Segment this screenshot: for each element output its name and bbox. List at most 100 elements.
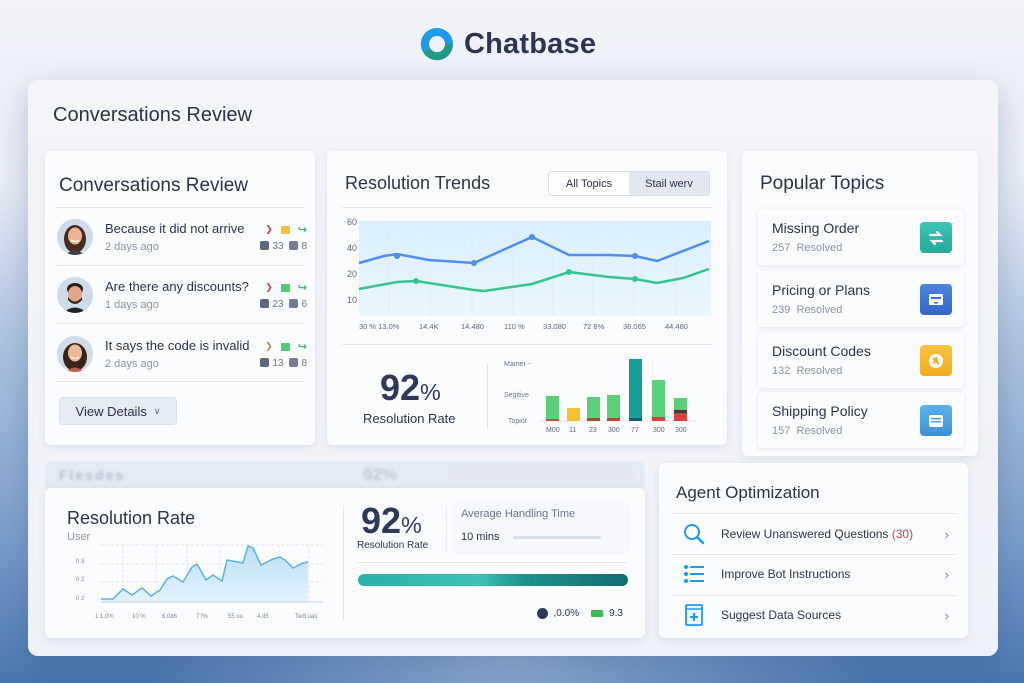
conversation-item[interactable]: Because it did not arrive 2 days ago ❯ ↪… bbox=[57, 217, 307, 269]
conversation-item[interactable]: It says the code is invalid 2 days ago ❯… bbox=[57, 334, 307, 386]
document-icon bbox=[920, 405, 952, 436]
filter-all-topics[interactable]: All Topics bbox=[549, 172, 629, 195]
ghost-value: 92% bbox=[363, 465, 398, 484]
pin-icon: ↪ bbox=[297, 282, 307, 294]
count-value: 239 bbox=[772, 304, 791, 316]
chevron-down-icon: ❯ bbox=[265, 341, 273, 351]
divider bbox=[671, 554, 956, 555]
message-icon bbox=[260, 241, 270, 250]
ghost-box bbox=[450, 466, 635, 484]
conversation-message: Because it did not arrive bbox=[105, 221, 245, 236]
agent-item-label: Review Unanswered Questions (30) bbox=[721, 527, 945, 541]
bar-x-label: 11 bbox=[569, 427, 576, 434]
globe-icon bbox=[536, 608, 548, 619]
chevron-down-icon: ∨ bbox=[153, 405, 161, 416]
pin-icon: ↪ bbox=[297, 224, 307, 236]
count-status: Resolved bbox=[796, 425, 843, 437]
conversation-message: Are there any discounts? bbox=[105, 279, 249, 294]
bar-x-label: 77 bbox=[631, 427, 639, 434]
topic-item-missing-order[interactable]: Missing Order 257 Resolved bbox=[758, 209, 964, 265]
topic-item-discount-codes[interactable]: Discount Codes 132 Resolved bbox=[758, 332, 964, 388]
divider bbox=[342, 207, 712, 208]
x-tick: 6.086 bbox=[162, 614, 178, 620]
conversation-time: 1 days ago bbox=[105, 299, 159, 311]
popular-topics-title: Popular Topics bbox=[760, 173, 885, 194]
y-tick: 60 bbox=[347, 217, 357, 227]
avatar bbox=[57, 277, 93, 313]
topic-count: 239 Resolved bbox=[772, 304, 842, 316]
bar-x-label: 300 bbox=[653, 427, 665, 434]
conversations-card: Conversations Review Because it did not … bbox=[45, 151, 315, 445]
divider bbox=[671, 513, 956, 514]
label-text: Review Unanswered Questions bbox=[721, 527, 889, 541]
value-number: 92 bbox=[380, 367, 421, 408]
topic-filter: All Topics Stail werv bbox=[548, 171, 710, 196]
view-details-button[interactable]: View Details ∨ bbox=[59, 397, 177, 425]
conversation-flags: ❯ ↪ bbox=[265, 281, 307, 294]
inbox-count: 8 bbox=[301, 358, 307, 369]
message-count: 13 bbox=[272, 358, 284, 369]
page-title: Conversations Review bbox=[53, 104, 252, 126]
topic-name: Shipping Policy bbox=[772, 403, 868, 419]
x-tick: 36.065 bbox=[623, 322, 646, 331]
aht-bar bbox=[513, 536, 601, 539]
inbox-icon bbox=[289, 299, 299, 308]
review-unanswered-questions-item[interactable]: Review Unanswered Questions (30) › bbox=[671, 514, 957, 554]
count-status: Resolved bbox=[796, 242, 843, 254]
filter-secondary[interactable]: Stail werv bbox=[629, 172, 709, 195]
add-document-icon bbox=[679, 604, 709, 626]
conversation-item[interactable]: Are there any discounts? 1 days ago ❯ ↪ … bbox=[57, 275, 307, 327]
y-tick: 0 3 bbox=[76, 559, 85, 565]
inbox-count: 8 bbox=[301, 241, 307, 252]
x-tick: 14.4K bbox=[419, 322, 439, 331]
topic-item-pricing-plans[interactable]: Pricing or Plans 239 Resolved bbox=[758, 271, 964, 327]
improve-bot-instructions-item[interactable]: Improve Bot Instructions › bbox=[671, 554, 957, 594]
resolution-rate-area-chart: 0 3 0 2 0 2 1 1.0% 10 % 6.086 7 f% 55 ou… bbox=[76, 544, 323, 620]
message-icon bbox=[260, 299, 270, 308]
conversation-message: It says the code is invalid bbox=[105, 338, 250, 353]
message-count: 23 bbox=[272, 299, 284, 310]
inbox-icon bbox=[289, 358, 299, 367]
message-count: 33 bbox=[272, 241, 284, 252]
agent-item-label: Suggest Data Sources bbox=[721, 608, 842, 622]
ghost-title: Flesdes bbox=[59, 467, 126, 483]
suggest-data-sources-item[interactable]: Suggest Data Sources › bbox=[671, 595, 957, 635]
monitor-icon bbox=[920, 284, 952, 315]
divider bbox=[55, 207, 305, 208]
count-value: 257 bbox=[772, 242, 791, 254]
resolution-rate-title: Resolution Rate bbox=[67, 508, 196, 528]
footer-stat-value: 9.3 bbox=[609, 608, 623, 619]
divider bbox=[55, 323, 305, 324]
value-unit: % bbox=[420, 379, 441, 405]
y-tick: 20 bbox=[347, 269, 357, 279]
chevron-right-icon: › bbox=[944, 607, 949, 623]
x-tick: 110 % bbox=[504, 322, 525, 331]
divider bbox=[55, 265, 305, 266]
x-tick: 10 % bbox=[132, 614, 146, 620]
x-tick: 1 1.0% bbox=[95, 614, 114, 620]
topic-item-shipping-policy[interactable]: Shipping Policy 157 Resolved bbox=[758, 392, 964, 448]
x-tick: 14.480 bbox=[461, 322, 484, 331]
popular-topics-card: Popular Topics Missing Order 257 Resolve… bbox=[742, 151, 978, 456]
list-icon bbox=[679, 564, 709, 584]
topic-name: Missing Order bbox=[772, 220, 860, 236]
avatar bbox=[57, 336, 93, 372]
bar-y-label: Segitive bbox=[504, 392, 529, 399]
resolution-rate-subtitle: User bbox=[67, 531, 91, 543]
divider bbox=[342, 344, 712, 345]
bar-x-label: 300 bbox=[608, 427, 620, 434]
y-tick: 0 2 bbox=[76, 577, 85, 583]
footer-stat-percent: ,0.0% bbox=[553, 608, 580, 619]
x-tick: 33.080 bbox=[543, 322, 566, 331]
average-handling-time-box: Average Handling Time 10 mins bbox=[455, 502, 627, 552]
divider bbox=[343, 506, 344, 620]
pin-icon: ↪ bbox=[297, 341, 307, 353]
divider bbox=[358, 562, 627, 563]
count-status: Resolved bbox=[796, 365, 843, 377]
chevron-right-icon: › bbox=[944, 566, 949, 582]
avatar bbox=[57, 219, 93, 255]
conversation-stats: 13 8 bbox=[260, 358, 307, 369]
inbox-icon bbox=[289, 241, 299, 250]
topic-bar-chart: Mamer - Segitive Topior M00 11 23 300 77… bbox=[504, 359, 697, 434]
x-tick: 7 f% bbox=[196, 614, 209, 620]
